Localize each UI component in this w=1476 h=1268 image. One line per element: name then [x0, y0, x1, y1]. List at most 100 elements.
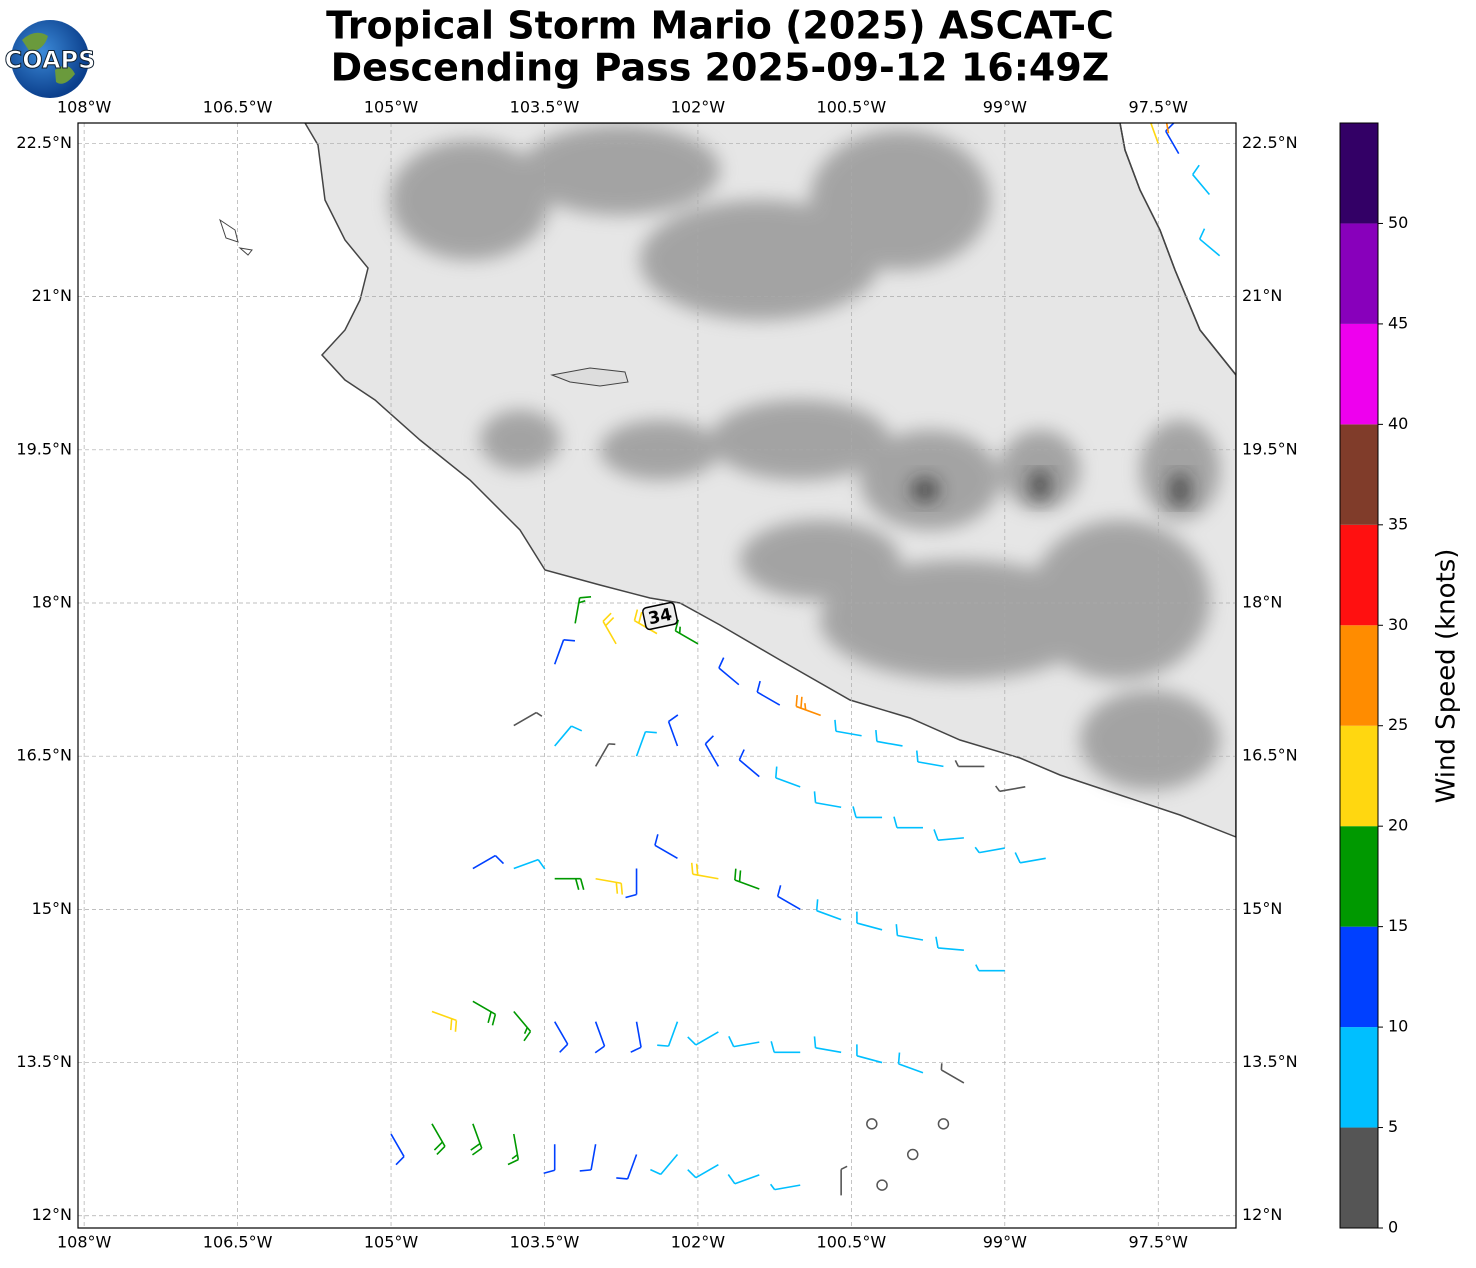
map-frame [77, 122, 1237, 1229]
wind-barb [974, 846, 1005, 854]
wind-barb [1165, 123, 1180, 155]
terrain [219, 123, 1236, 838]
wind-barb [553, 639, 576, 665]
wind-barb [856, 1044, 883, 1064]
wind-barb [602, 612, 617, 645]
wind-barb [995, 785, 1026, 793]
wind-barb [650, 1153, 679, 1176]
colorbar-tick-label: 40 [1388, 414, 1408, 433]
wind-barb [657, 1021, 679, 1047]
colorbar-tick-label: 35 [1388, 514, 1408, 533]
wind-barb [738, 749, 760, 778]
colorbar-bin [1340, 223, 1378, 324]
wind-barb [940, 1063, 965, 1084]
calm-barb [866, 1118, 878, 1130]
x-tick-label: 100.5°W [817, 98, 887, 117]
colorbar-tick-label: 15 [1388, 916, 1408, 935]
x-tick-label: 97.5°W [1129, 98, 1189, 117]
wind-barb [834, 719, 862, 737]
wind-barb [770, 1041, 801, 1054]
wind-barb [852, 806, 883, 819]
x-tick-label: 105°W [364, 1233, 419, 1252]
colorbar-bin [1340, 323, 1378, 425]
colorbar-tick-label: 25 [1388, 715, 1408, 734]
wind-barb [554, 877, 585, 890]
wind-barb [1192, 164, 1211, 196]
wind-barb [687, 1163, 719, 1179]
annotation-text: 34 [647, 605, 674, 630]
wind-barb [895, 924, 924, 941]
colorbar-bin [1340, 725, 1378, 827]
wind-barb [431, 1010, 458, 1032]
wind-barb [875, 730, 903, 747]
x-tick-label: 99°W [983, 1233, 1027, 1252]
wind-barb [594, 743, 616, 767]
title-line: Descending Pass 2025-09-12 16:49Z [331, 46, 1110, 90]
calm-barb [876, 1179, 888, 1191]
wind-barb [554, 725, 583, 747]
colorbar-tick-label: 45 [1388, 313, 1408, 332]
wind-barb [954, 760, 985, 768]
colorbar-bin [1340, 625, 1378, 726]
wind-barb [507, 1133, 520, 1166]
title-line: Tropical Storm Mario (2025) ASCAT-C [326, 4, 1114, 48]
y-tick-label: 16.5°N [1242, 746, 1298, 765]
wind-barb [543, 1144, 556, 1175]
colorbar-tick-label: 50 [1388, 213, 1408, 232]
y-tick-label: 13.5°N [16, 1052, 72, 1071]
wind-barb [594, 1021, 606, 1054]
barbs [390, 123, 1221, 1196]
wind-barb [795, 695, 821, 717]
y-tick-label: 18°N [32, 592, 72, 611]
y-tick-label: 15°N [1242, 899, 1282, 918]
colorbar-tick-label: 0 [1388, 1218, 1398, 1237]
wind-barb [727, 1174, 760, 1185]
y-tick-label: 16.5°N [16, 746, 72, 765]
wind-barb [815, 899, 842, 921]
wind-barb [431, 1123, 446, 1156]
y-tick-label: 12°N [1242, 1205, 1282, 1224]
colorbar-tick-label: 20 [1388, 816, 1408, 835]
wind-barb [654, 834, 678, 859]
colorbar-tick-label: 10 [1388, 1017, 1408, 1036]
wind-barb [390, 1133, 405, 1166]
wind-barb [574, 595, 592, 624]
wind-barb [856, 911, 883, 931]
colorbar-frame [1339, 122, 1379, 1229]
wind-barb [1198, 228, 1221, 257]
wind-barb [579, 1144, 597, 1172]
wind-barb [734, 868, 760, 890]
x-tick-label: 102°W [671, 1233, 726, 1252]
y-tick-label: 15°N [32, 899, 72, 918]
wind-barb [616, 1154, 638, 1180]
y-tick-label: 19.5°N [1242, 439, 1298, 458]
colorbar-label: Wind Speed (knots) [1432, 549, 1462, 804]
wind-barb [813, 791, 842, 809]
colorbar-bin [1340, 826, 1378, 927]
y-tick-label: 18°N [1242, 592, 1282, 611]
wind-barb [674, 619, 699, 645]
wind-barb [975, 964, 1005, 972]
colorbar-bin [1340, 1127, 1378, 1228]
x-tick-label: 105°W [364, 98, 419, 117]
wind-barb [625, 868, 638, 899]
colorbar-bin [1340, 926, 1378, 1028]
x-tick-label: 108°W [57, 1233, 112, 1252]
wind-barb [687, 1031, 719, 1046]
wind-barb [513, 711, 543, 727]
wind-barb [635, 730, 657, 757]
calm-barb [906, 1148, 919, 1161]
logo-text: COAPS [5, 46, 96, 74]
wind-barb [728, 1035, 760, 1048]
wind-barb [554, 1021, 569, 1053]
x-tick-label: 103.5°W [510, 98, 580, 117]
wind-barb [630, 1021, 642, 1053]
logo: COAPS [4, 20, 96, 98]
wind-barb [690, 862, 719, 880]
wind-barb [704, 735, 720, 767]
y-tick-label: 12°N [32, 1205, 72, 1224]
wind-barb [933, 829, 964, 841]
wind-barb [893, 816, 923, 829]
y-tick-label: 21°N [32, 286, 72, 305]
